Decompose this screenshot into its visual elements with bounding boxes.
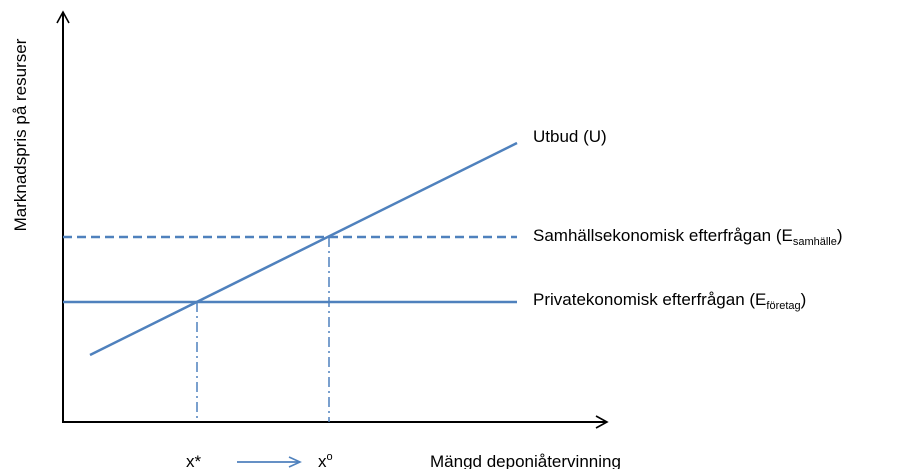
y-axis-label: Marknadspris på resurser [11, 38, 30, 231]
supply-label: Utbud (U) [533, 127, 607, 146]
x-star-label: x* [186, 452, 202, 469]
social-demand-label: Samhällsekonomisk efterfrågan (Esamhälle… [533, 226, 843, 248]
private-demand-label: Privatekonomisk efterfrågan (Eföretag) [533, 290, 806, 312]
supply-line [89, 141, 518, 357]
x-o-label: xo [318, 451, 333, 469]
x-axis-label: Mängd deponiåtervinning [430, 452, 621, 469]
